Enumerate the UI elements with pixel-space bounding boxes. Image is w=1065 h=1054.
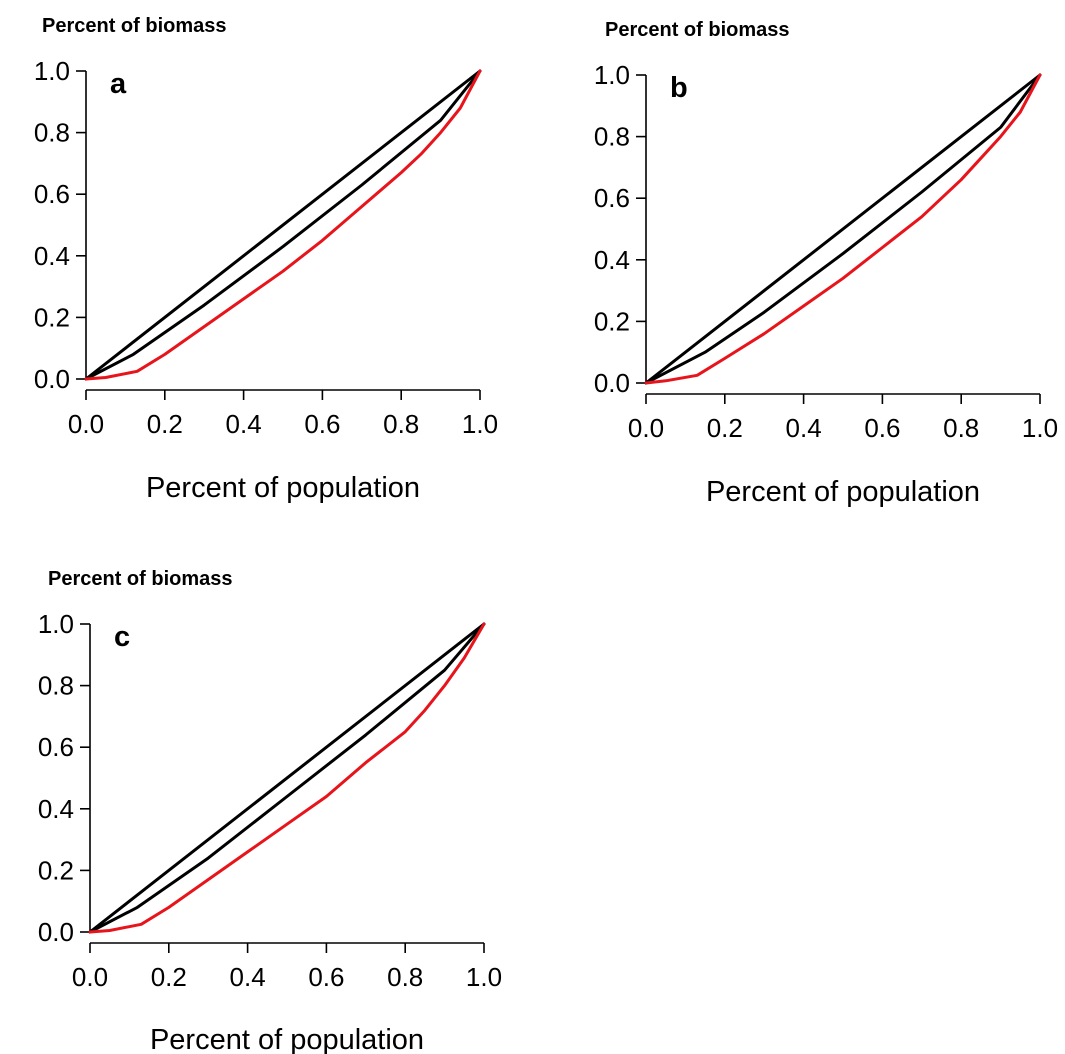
y-tick-label: 0.4 [594, 245, 630, 275]
x-axis-label: Percent of population [150, 1024, 424, 1054]
x-tick-label: 0.0 [68, 409, 104, 439]
x-tick-label: 0.8 [943, 413, 979, 443]
y-axis-label: Percent of biomass [605, 19, 790, 41]
panel-letter: c [114, 621, 130, 653]
black-curve [644, 73, 1042, 385]
red-curve [644, 73, 1042, 385]
y-tick-label: 0.8 [38, 671, 74, 701]
black-curve [84, 69, 482, 381]
y-tick-label: 0.6 [34, 179, 70, 209]
x-axis-label: Percent of population [146, 472, 420, 504]
x-tick-label: 0.4 [230, 962, 266, 992]
x-tick-label: 0.2 [707, 413, 743, 443]
y-tick-label: 0.0 [34, 364, 70, 394]
x-tick-label: 0.6 [864, 413, 900, 443]
red-curve [84, 69, 482, 381]
y-tick-label: 1.0 [594, 60, 630, 90]
x-tick-label: 0.4 [226, 409, 262, 439]
y-axis-label: Percent of biomass [48, 568, 233, 590]
panel-a: Percent of biomass 0.0 0.2 0.4 0.6 0.8 1.0 0.0 0… [34, 15, 498, 504]
equality-line [84, 69, 482, 381]
y-tick-label: 0.8 [34, 118, 70, 148]
y-tick-label: 0.0 [594, 368, 630, 398]
x-tick-label: 0.8 [383, 409, 419, 439]
x-tick-label: 0.8 [387, 962, 423, 992]
panel-letter: a [110, 68, 127, 100]
panel-c: Percent of biomass 0.0 0.2 0.4 0.6 0.8 1.0 0.0 0… [38, 568, 502, 1054]
x-tick-label: 1.0 [466, 962, 502, 992]
equality-line [644, 73, 1042, 385]
panel-b: Percent of biomass 0.0 0.2 0.4 0.6 0.8 1.0 0.0 0… [594, 19, 1058, 508]
x-tick-label: 1.0 [462, 409, 498, 439]
x-tick-label: 0.4 [786, 413, 822, 443]
y-tick-label: 0.6 [38, 732, 74, 762]
y-tick-label: 0.2 [34, 302, 70, 332]
panel-letter: b [670, 72, 688, 104]
equality-line [88, 622, 486, 934]
x-tick-label: 0.2 [151, 962, 187, 992]
y-tick-label: 0.4 [38, 794, 74, 824]
black-curve [88, 622, 486, 934]
x-tick-label: 0.0 [72, 962, 108, 992]
red-curve [88, 622, 486, 934]
y-tick-label: 0.2 [38, 855, 74, 885]
y-tick-label: 0.2 [594, 306, 630, 336]
x-tick-label: 0.6 [308, 962, 344, 992]
y-tick-label: 0.6 [594, 183, 630, 213]
y-tick-label: 0.8 [594, 122, 630, 152]
x-tick-label: 1.0 [1022, 413, 1058, 443]
y-axis-label: Percent of biomass [42, 15, 227, 37]
x-tick-label: 0.0 [628, 413, 664, 443]
y-tick-label: 0.4 [34, 241, 70, 271]
y-tick-label: 0.0 [38, 917, 74, 947]
y-tick-label: 1.0 [34, 56, 70, 86]
x-tick-label: 0.6 [304, 409, 340, 439]
x-axis-label: Percent of population [706, 476, 980, 508]
x-tick-label: 0.2 [147, 409, 183, 439]
y-tick-label: 1.0 [38, 609, 74, 639]
